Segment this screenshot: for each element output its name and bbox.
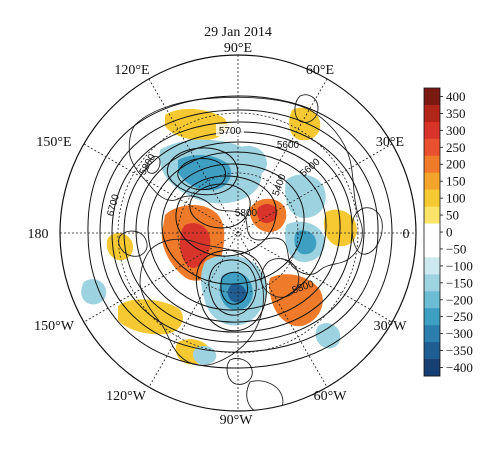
colorbar: 400 350 300 250 200 150 100 50 0−50 −100 −150 −200 −…: [423, 87, 473, 377]
longitude-labels: 90°E 60°E 30°E 0 30°W 60°W 90°W 120°W 15…: [28, 41, 410, 428]
colorbar-tick-label: −200: [446, 292, 473, 307]
contour-line: [208, 259, 257, 316]
lon-label-120w: 120°W: [106, 389, 147, 404]
contour-line: [166, 147, 239, 196]
contour-label: 5800: [235, 208, 258, 219]
colorbar-swatch: [424, 257, 440, 275]
contour-line: [123, 131, 353, 333]
polar-map: 5700 5600 5800 6700 5400 5800 5800 5600 …: [28, 41, 417, 428]
colorbar-tick-label: 50: [446, 208, 459, 223]
contour-label: 5700: [219, 126, 242, 137]
colorbar-swatch: [424, 189, 440, 207]
anomaly-positive-core: [180, 223, 211, 268]
contour-label: 5600: [277, 140, 300, 151]
anomaly-negative-atlantic-south: [315, 323, 341, 349]
colorbar-swatch: [424, 172, 440, 191]
colorbar-swatch: [424, 274, 440, 292]
lon-label-90e: 90°E: [224, 41, 252, 56]
map-title: 29 Jan 2014: [204, 25, 272, 40]
lon-label-90w: 90°W: [220, 413, 254, 428]
coastline-greenland: [260, 258, 300, 298]
colorbar-swatch: [424, 325, 440, 343]
colorbar-swatch: [424, 138, 440, 157]
anomaly-negative-canada-deep: [227, 284, 247, 303]
lon-label-0: 0: [403, 227, 410, 242]
colorbar-tick-label: 300: [446, 123, 466, 138]
colorbar-swatch: [424, 359, 440, 377]
contour-line: [189, 183, 251, 229]
colorbar-tick-label: −350: [446, 343, 473, 358]
contour-line: [177, 158, 226, 191]
colorbar-swatch: [424, 104, 440, 123]
meridian-line: [83, 143, 393, 323]
colorbar-swatch: [424, 223, 440, 241]
lon-label-150e: 150°E: [36, 135, 71, 150]
lon-label-150w: 150°W: [34, 319, 75, 334]
coastline-africa: [351, 207, 383, 255]
colorbar-swatch: [424, 155, 440, 174]
colorbar-tick-label: 0: [446, 225, 453, 240]
coastline-alaska: [118, 230, 148, 257]
colorbar-swatch: [424, 240, 440, 258]
coastline-india: [294, 94, 319, 123]
anomaly-negative-siberia-core: [178, 155, 232, 191]
anomaly-negative-arctic-asia: [233, 145, 267, 177]
contour-line: [220, 271, 249, 305]
anomaly-negative-scandinavia: [285, 174, 326, 218]
contour-line: [161, 163, 305, 285]
lon-label-180: 180: [28, 227, 49, 242]
colorbar-tick-label: 350: [446, 106, 466, 121]
contour-line: [195, 249, 267, 332]
coastline-central-america: [226, 358, 253, 385]
lon-label-120e: 120°E: [114, 63, 149, 78]
anomaly-negative-europe-east-core: [294, 230, 317, 255]
colorbar-tick-label: −400: [446, 360, 473, 375]
colorbar-tick-label: −250: [446, 309, 473, 324]
colorbar-tick-label: 200: [446, 157, 466, 172]
colorbar-tick-label: 100: [446, 191, 466, 206]
colorbar-swatch: [424, 88, 440, 106]
lon-label-60w: 60°W: [314, 389, 348, 404]
colorbar-tick-label: −100: [446, 258, 473, 273]
colorbar-swatch: [424, 291, 440, 309]
map-boundary: [59, 54, 417, 412]
anomaly-positive-atlantic-core: [256, 204, 278, 224]
colorbar-tick-label: 150: [446, 174, 466, 189]
graticule: [60, 55, 416, 411]
colorbar-tick-label: 400: [446, 89, 466, 104]
lon-label-30e: 30°E: [376, 135, 404, 150]
colorbar-swatch: [424, 308, 440, 326]
colorbar-tick-label: 250: [446, 140, 466, 155]
colorbar-tick-label: −300: [446, 326, 473, 341]
lon-label-30w: 30°W: [374, 319, 408, 334]
colorbar-swatch: [424, 342, 440, 360]
contour-line: [135, 141, 341, 323]
contour-line: [175, 175, 277, 257]
colorbar-swatch: [424, 121, 440, 140]
coastline-japan: [146, 155, 161, 174]
coastline-north-america: [139, 238, 265, 366]
anomaly-negative-pacific-east: [81, 279, 107, 305]
colorbar-tick-label: −150: [446, 275, 473, 290]
lon-label-60e: 60°E: [306, 63, 334, 78]
colorbar-swatch: [424, 206, 440, 224]
colorbar-tick-label: −50: [446, 241, 466, 256]
